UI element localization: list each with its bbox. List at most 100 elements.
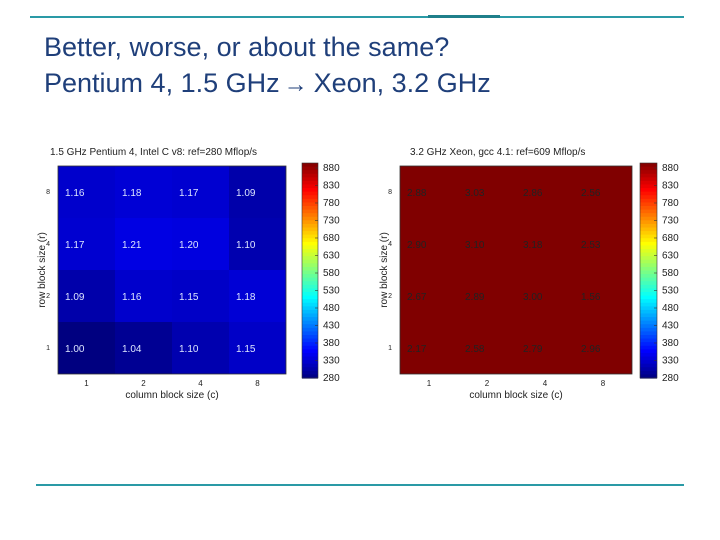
colorbar-tick-label: 580 [662, 268, 679, 279]
heatmap-cell [172, 322, 229, 374]
colorbar-segment [302, 338, 318, 343]
colorbar-segment [640, 234, 657, 239]
colorbar-segment [302, 266, 318, 272]
colorbar-frame [639, 162, 658, 379]
colorbar-segment [640, 256, 657, 261]
cell-value-label: 1.09 [65, 292, 85, 303]
colorbar-segment [302, 231, 318, 236]
colorbar-segment [302, 245, 318, 250]
colorbar-segment [640, 309, 657, 315]
cell-value-label: 1.16 [122, 292, 142, 303]
cell-value-label: 1.18 [122, 188, 142, 199]
cell-value-label: 1.17 [65, 240, 85, 251]
heatmap-cell [400, 218, 458, 270]
cell-value-label: 2.96 [581, 344, 601, 355]
heatmap-cell [516, 218, 574, 270]
colorbar-segment [640, 216, 657, 221]
colorbar-segment [640, 220, 657, 225]
colorbar-tick-label: 730 [323, 216, 340, 227]
colorbar-segment [640, 245, 657, 250]
heatmap-cell [400, 322, 458, 374]
heatmap-cell [574, 270, 632, 322]
colorbar-segment [302, 249, 318, 254]
colorbar-segment [640, 302, 657, 307]
y-tick-label: 1 [46, 345, 50, 352]
colorbar-tick-label: 530 [323, 286, 340, 297]
cell-value-label: 2.90 [407, 240, 427, 251]
colorbar-segment [640, 249, 657, 254]
colorbar-segment [302, 284, 318, 290]
colorbar-tick-label: 530 [662, 286, 679, 297]
colorbar-segment [640, 195, 657, 200]
colorbar-segment [640, 367, 657, 372]
colorbar-frame [301, 162, 319, 379]
y-tick-label: 8 [46, 189, 50, 196]
heatmap-cell [229, 218, 286, 270]
colorbar-segment [302, 173, 318, 178]
colorbar-tick-label: 780 [662, 198, 679, 209]
colorbar-segment [640, 206, 657, 211]
heatmap-cell [172, 166, 229, 218]
chart-title: 1.5 GHz Pentium 4, Intel C v8: ref=280 M… [50, 147, 257, 158]
colorbar-segment [302, 342, 318, 347]
colorbar-segment [640, 331, 657, 336]
slide-title-line1: Better, worse, or about the same? [44, 32, 450, 62]
colorbar-segment [302, 374, 318, 379]
colorbar-tick-label: 480 [323, 303, 340, 314]
colorbar-segment [640, 277, 657, 282]
colorbar-tick-label: 630 [323, 251, 340, 262]
colorbar-segment [640, 191, 657, 196]
cell-value-label: 3.03 [465, 188, 485, 199]
colorbar-segment [640, 324, 657, 329]
colorbar-tick-label: 430 [662, 321, 679, 332]
colorbar-segment [302, 256, 318, 261]
colorbar-tick-label: 730 [662, 216, 679, 227]
y-axis-label: row block size (r) [379, 232, 390, 308]
cell-value-label: 2.89 [465, 292, 485, 303]
y-tick-label: 8 [388, 189, 392, 196]
slide-title-line2: Pentium 4, 1.5 GHz → Xeon, 3.2 GHz [44, 68, 491, 99]
colorbar-segment [640, 231, 657, 236]
chart-title: 3.2 GHz Xeon, gcc 4.1: ref=609 Mflop/s [410, 147, 585, 158]
heatmap-cell [574, 322, 632, 374]
cell-value-label: 1.15 [236, 344, 256, 355]
colorbar-segment [302, 324, 318, 329]
cell-value-label: 1.16 [65, 188, 85, 199]
top-rule [30, 16, 684, 18]
colorbar-segment [640, 241, 657, 247]
colorbar-segment [640, 166, 657, 171]
colorbar-segment [302, 227, 318, 232]
colorbar-segment [302, 223, 318, 229]
x-axis-label: column block size (c) [469, 390, 562, 401]
heatmap-cell [58, 166, 115, 218]
heatmap-cell [229, 270, 286, 322]
colorbar-segment [302, 216, 318, 221]
colorbar-segment [640, 252, 657, 257]
colorbar-segment [640, 163, 657, 168]
colorbar-segment [640, 213, 657, 218]
colorbar-segment [640, 184, 657, 189]
heatmap-cell [458, 166, 516, 218]
colorbar-tick-label: 380 [323, 338, 340, 349]
heatmap-cell [400, 270, 458, 322]
heatmap-cell [172, 218, 229, 270]
colorbar-segment [640, 238, 657, 243]
colorbar-segment [640, 342, 657, 347]
bottom-rule [36, 484, 684, 486]
colorbar-segment [640, 227, 657, 232]
colorbar-segment [302, 313, 318, 318]
cell-value-label: 1.17 [179, 188, 199, 199]
colorbar-tick-label: 330 [323, 356, 340, 367]
x-tick-label: 1 [427, 379, 432, 388]
colorbar-tick-label: 680 [323, 233, 340, 244]
colorbar-segment [302, 281, 318, 286]
x-tick-label: 2 [485, 379, 490, 388]
colorbar-segment [302, 259, 318, 264]
colorbar-segment [302, 238, 318, 243]
colorbar-tick-label: 330 [662, 356, 679, 367]
colorbar-tick-label: 630 [662, 251, 679, 262]
y-tick-label: 2 [388, 293, 392, 300]
colorbar-segment [640, 320, 657, 325]
colorbar-tick-label: 830 [662, 181, 679, 192]
